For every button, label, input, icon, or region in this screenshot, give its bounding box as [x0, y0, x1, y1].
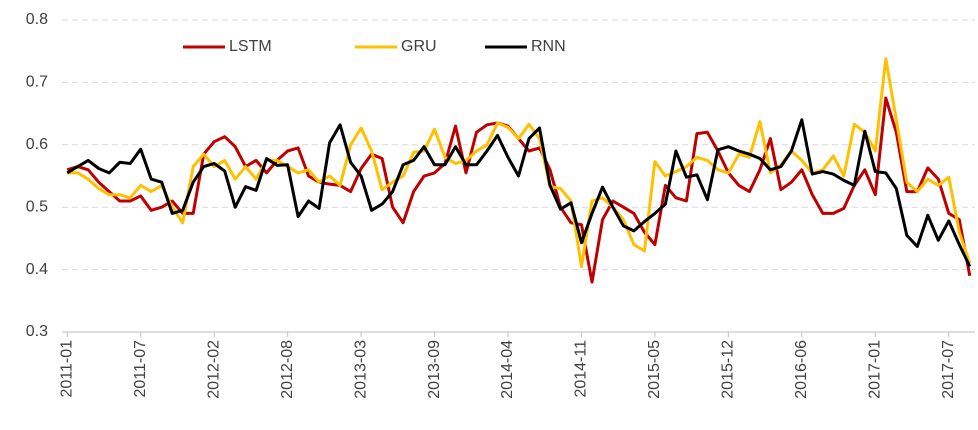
y-tick-label: 0.5: [26, 198, 48, 215]
series-line: [66, 96, 972, 284]
x-tick-label: 2015-05: [646, 340, 663, 399]
x-tick-label: 2017-07: [940, 340, 957, 399]
x-tick-label: 2012-02: [205, 340, 222, 399]
x-tick-label: 2012-08: [279, 340, 296, 399]
x-tick-label: 2013-03: [352, 340, 369, 399]
x-tick-label: 2013-09: [426, 340, 443, 399]
y-tick-label: 0.8: [26, 11, 48, 28]
series-line: [66, 118, 972, 268]
y-tick-label: 0.7: [26, 74, 48, 91]
legend-label: GRU: [401, 38, 437, 55]
x-tick-label: 2011-01: [58, 340, 75, 398]
legend-label: LSTM: [229, 38, 272, 55]
y-tick-label: 0.6: [26, 136, 48, 153]
x-tick-label: 2015-12: [720, 340, 737, 399]
x-tick-label: 2016-06: [793, 340, 810, 399]
x-tick-label: 2014-04: [499, 340, 516, 399]
x-tick-label: 2017-01: [867, 340, 884, 399]
legend-label: RNN: [531, 38, 566, 55]
x-tick-label: 2014-11: [573, 340, 590, 398]
y-tick-label: 0.3: [26, 323, 48, 340]
y-tick-label: 0.4: [26, 261, 48, 278]
x-tick-label: 2011-07: [132, 340, 149, 398]
